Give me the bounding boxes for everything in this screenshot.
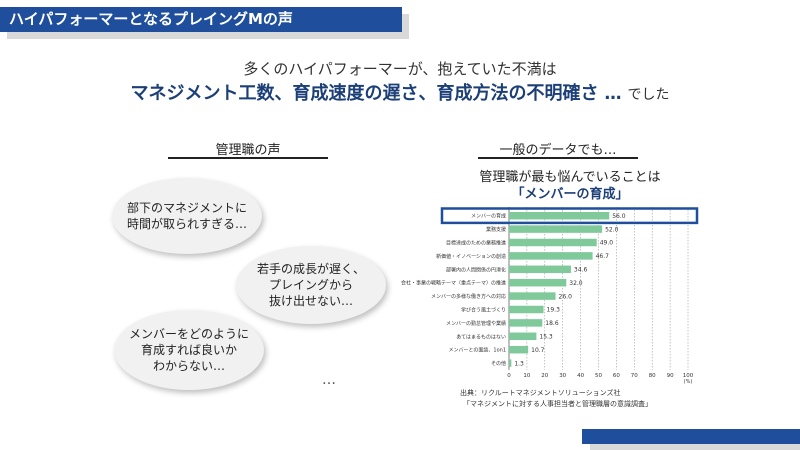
- x-tick-label: 0: [507, 373, 511, 379]
- value-label: 32.0: [569, 280, 583, 287]
- x-tick-label: 10: [523, 373, 530, 379]
- bar: [509, 332, 537, 341]
- subtitle-emphasis: マネジメント工数、育成速度の遅さ、育成方法の不明確さ: [130, 83, 599, 104]
- title-bar: [0, 7, 402, 32]
- bar: [509, 211, 610, 220]
- value-label: 15.3: [539, 334, 553, 341]
- right-section-heading: 一般のデータでも…: [499, 143, 617, 158]
- chart-title: 管理職が最も悩んでいることは: [479, 170, 661, 185]
- subtitle-tail: でした: [627, 87, 670, 103]
- left-section-heading: 管理職の声: [215, 143, 281, 158]
- value-label: 56.0: [612, 213, 626, 220]
- x-tick-label: 90: [667, 373, 674, 379]
- bar: [509, 278, 567, 287]
- value-label: 26.0: [559, 293, 573, 300]
- source-line1: 出典：リクルートマネジメントソリューションズ社: [460, 389, 621, 397]
- category-label: 新価値・イノベーションの創造: [436, 253, 506, 260]
- value-label: 46.7: [596, 253, 610, 260]
- value-label: 19.3: [547, 307, 561, 314]
- voice-bubble-1: 部下のマネジメントに 時間が取られすぎる…: [112, 178, 262, 254]
- value-label: 34.6: [574, 267, 588, 274]
- chart-labels: メンバーの育成 56.0 業務支援 52.0 目標達成のための業務推進 49.0 新価値・イ…: [401, 213, 626, 368]
- value-label: 18.6: [545, 320, 559, 327]
- category-label: 部署内の人間関係の円滑化: [446, 266, 506, 273]
- right-section-rule: [478, 157, 638, 159]
- chart-title-emphasis: 「メンバーの育成」: [511, 187, 629, 202]
- voice-bubble-text: 部下のマネジメントに 時間が取られすぎる…: [126, 201, 247, 231]
- category-label: メンバーの勤怠管理や業績: [446, 320, 506, 327]
- x-tick-label: 100: [683, 373, 694, 379]
- x-axis-unit: (%): [684, 379, 693, 385]
- category-label: メンバーの育成: [471, 213, 506, 220]
- x-tick-label: 70: [631, 373, 638, 379]
- bar: [509, 319, 543, 327]
- source-line2: 「マネジメントに対する人事担当者と管理職層の意識調査」: [463, 400, 652, 408]
- voice-bubble-2: 若手の成長が遅く、 プレイングから 抜け出せない…: [236, 246, 386, 324]
- x-tick-label: 20: [541, 373, 548, 379]
- value-label: 52.0: [605, 226, 619, 233]
- bar-chart: メンバーの育成 56.0 業務支援 52.0 目標達成のための業務推進 49.0 新価値・イ…: [401, 207, 699, 385]
- category-label: その他: [491, 360, 506, 367]
- x-tick-label: 50: [595, 373, 602, 379]
- category-label: メンバーとの面談、1on1: [448, 347, 506, 354]
- footer-bar: [582, 429, 800, 444]
- category-label: 会社・事業の戦略テーマ（重点テーマ）の推進: [401, 280, 506, 287]
- bar: [509, 265, 571, 274]
- x-tick-label: 40: [577, 373, 584, 379]
- bar: [509, 238, 597, 247]
- voice-bubble-text: 若手の成長が遅く、 プレイングから 抜け出せない…: [256, 262, 365, 308]
- bar: [509, 359, 512, 367]
- x-tick-label: 80: [649, 373, 656, 379]
- x-tick-label: 60: [613, 373, 620, 379]
- bar: [509, 292, 556, 300]
- bar: [509, 225, 603, 233]
- value-label: 1.3: [514, 360, 524, 367]
- page-title: ハイパフォーマーとなるプレイングMの声: [9, 10, 293, 28]
- left-section-rule: [168, 157, 328, 159]
- category-label: 目標達成のための業務推進: [446, 240, 506, 247]
- bar: [509, 252, 593, 260]
- chart-grid: [508, 207, 689, 370]
- subtitle-line2: マネジメント工数、育成速度の遅さ、育成方法の不明確さ… でした: [0, 79, 800, 105]
- bar: [509, 305, 544, 314]
- category-label: あてはまるものはない: [456, 333, 506, 340]
- value-label: 49.0: [600, 240, 614, 247]
- voice-bubble-text: メンバーをどのように 育成すれば良いか わからない…: [128, 327, 249, 373]
- chart-ticks: 0 10 20 30 40 50 60 70 80 90 100(%): [507, 373, 693, 385]
- x-tick-label: 30: [559, 373, 566, 379]
- subtitle-ellipsis: …: [604, 84, 622, 104]
- category-label: 業務支援: [486, 226, 506, 233]
- chart-bars: [509, 211, 610, 367]
- category-label: 学び合う風土づくり: [461, 307, 506, 314]
- voice-bubble-3: メンバーをどのように 育成すれば良いか わからない…: [114, 310, 264, 390]
- subtitle-line1: 多くのハイパフォーマーが、抱えていた不満は: [243, 60, 557, 78]
- highlight-frame: [440, 207, 699, 225]
- bar: [509, 345, 529, 354]
- category-label: メンバーの多様な働き方への対応: [431, 293, 506, 300]
- value-label: 10.7: [531, 347, 545, 354]
- more-ellipsis: …: [322, 372, 338, 388]
